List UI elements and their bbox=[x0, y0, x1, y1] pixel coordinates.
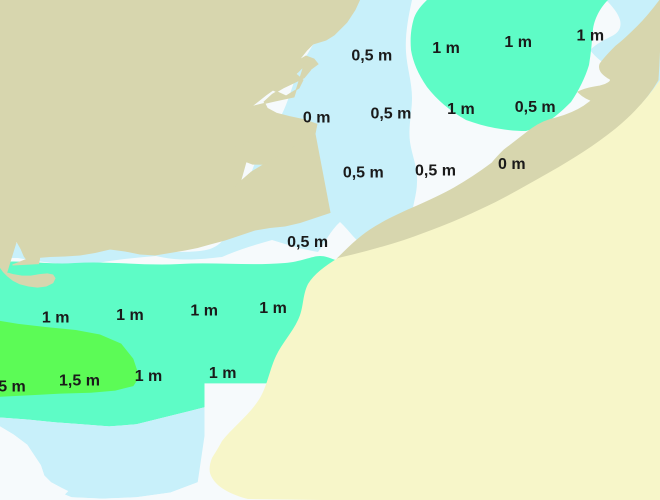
svg-text:1 m: 1 m bbox=[116, 307, 144, 324]
svg-text:1 m: 1 m bbox=[577, 28, 605, 45]
svg-text:0,5 m: 0,5 m bbox=[515, 99, 556, 116]
svg-text:1,5 m: 1,5 m bbox=[59, 373, 100, 390]
svg-text:1 m: 1 m bbox=[135, 368, 163, 385]
svg-text:0 m: 0 m bbox=[303, 110, 331, 127]
svg-text:1 m: 1 m bbox=[209, 365, 237, 382]
svg-text:1 m: 1 m bbox=[42, 310, 70, 327]
svg-text:0,5 m: 0,5 m bbox=[370, 105, 411, 122]
svg-text:0,5 m: 0,5 m bbox=[415, 162, 456, 179]
svg-text:1 m: 1 m bbox=[504, 34, 532, 51]
svg-text:0 m: 0 m bbox=[498, 156, 526, 173]
svg-text:1 m: 1 m bbox=[259, 300, 287, 317]
svg-text:1 m: 1 m bbox=[190, 303, 218, 320]
svg-text:0,5 m: 0,5 m bbox=[351, 48, 392, 65]
svg-text:0,5 m: 0,5 m bbox=[287, 234, 328, 251]
svg-text:1 m: 1 m bbox=[432, 40, 460, 57]
svg-text:1 m: 1 m bbox=[447, 101, 475, 118]
svg-text:1,5 m: 1,5 m bbox=[0, 379, 26, 396]
svg-text:0,5 m: 0,5 m bbox=[343, 165, 384, 182]
